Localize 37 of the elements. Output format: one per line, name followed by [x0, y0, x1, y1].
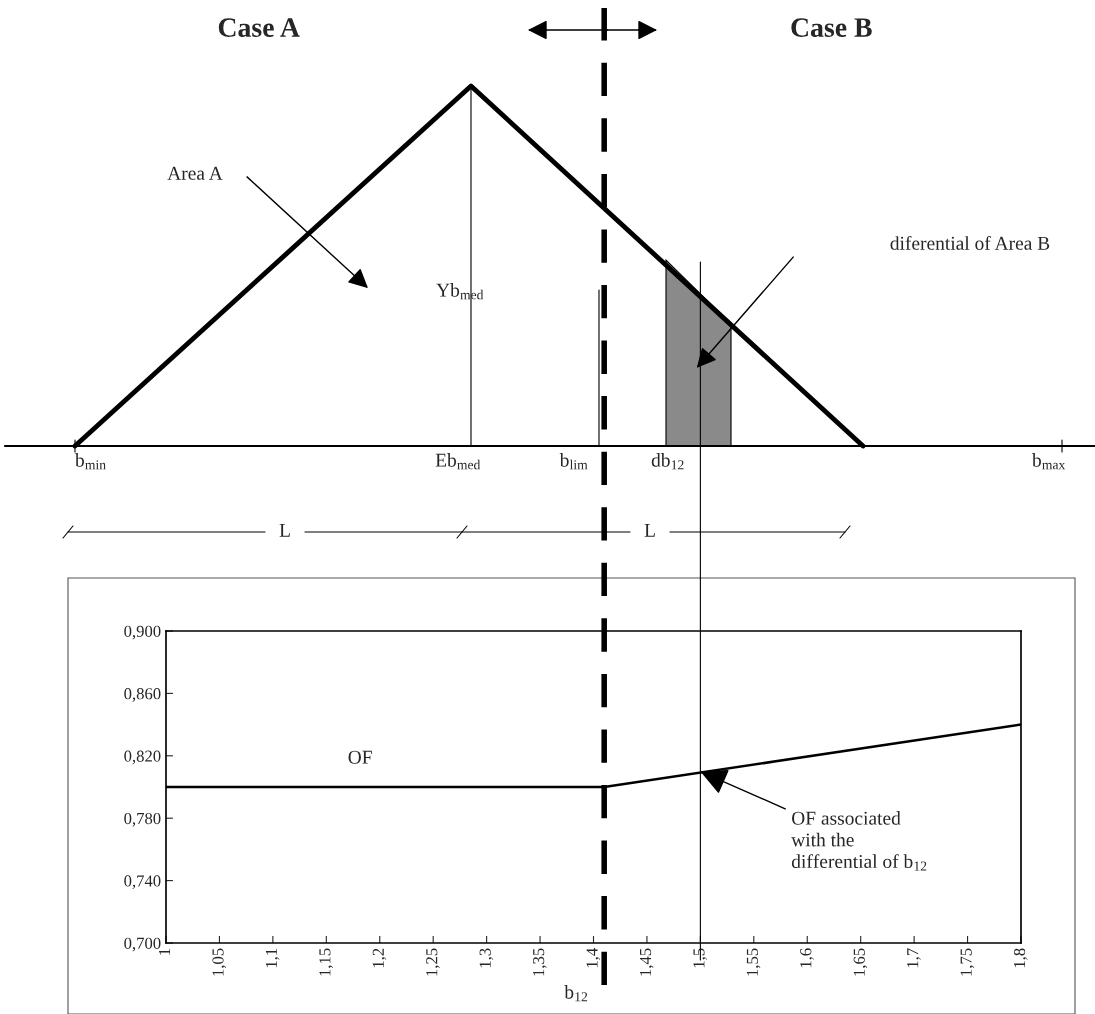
text: b$_{max}$: [1032, 453, 1066, 470]
text: b$_{min}$: [75, 453, 106, 470]
text: db$_{12}$: [651, 453, 684, 470]
x-tick-label: 1,65: [853, 948, 868, 976]
y-tick-label: 0,780: [124, 812, 161, 827]
series-label: OF: [348, 750, 372, 764]
x-tick-label: 1,4: [586, 948, 601, 968]
x-tick-label: 1,7: [907, 948, 921, 968]
x-tick-label: 1,15: [319, 948, 333, 976]
x-tick-label: 1,5: [693, 948, 707, 968]
x-tick-label: 1,35: [533, 948, 547, 976]
text: Area A: [167, 166, 223, 180]
y-tick-label: 0,740: [124, 875, 161, 889]
x-axis-title: b$_{12}$: [564, 985, 588, 1002]
y-tick-label: 0,700: [124, 937, 161, 952]
y-tick-label: 0,820: [124, 750, 161, 765]
text: diferential of Area B: [890, 235, 1050, 250]
x-tick-label: 1: [159, 948, 171, 955]
x-tick-label: 1,3: [479, 948, 494, 968]
text: Case B: [791, 18, 872, 37]
text: L: [644, 523, 655, 537]
x-tick-label: 1,75: [960, 948, 975, 976]
x-tick-label: 1,2: [372, 948, 387, 968]
y-tick-label: 0,900: [124, 625, 161, 640]
text: Eb$_{med}$: [435, 453, 481, 470]
x-tick-label: 1,25: [426, 948, 440, 976]
annotation: OF associated with the differential of b$_{12}$: [791, 811, 927, 871]
x-tick-label: 1,1: [265, 948, 280, 968]
x-tick-label: 1,55: [746, 948, 761, 976]
text: Case A: [218, 18, 300, 37]
x-tick-label: 1,05: [212, 948, 227, 976]
text: b$_{lim}$: [559, 453, 588, 470]
x-tick-label: 1,45: [639, 948, 654, 976]
x-tick-label: 1,6: [800, 948, 814, 968]
x-tick-label: 1,8: [1013, 948, 1028, 968]
text: L: [279, 523, 290, 537]
y-tick-label: 0,860: [124, 688, 161, 702]
